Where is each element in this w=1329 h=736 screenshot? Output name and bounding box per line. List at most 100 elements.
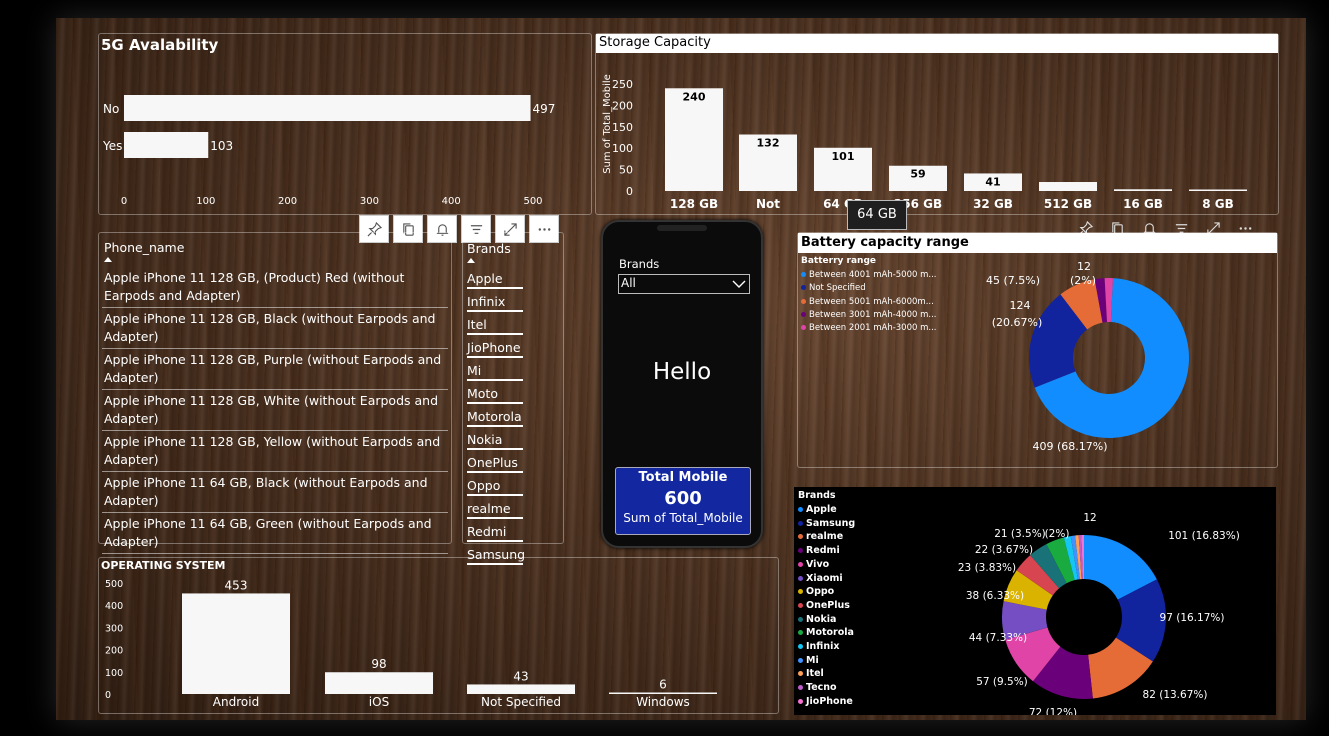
brands-legend-item[interactable]: JioPhone xyxy=(798,695,855,709)
brand-list-item[interactable]: Nokia xyxy=(467,431,523,450)
brands-legend-item[interactable]: Infinix xyxy=(798,640,855,654)
brands-legend-label: Redmi xyxy=(806,545,840,557)
fiveg-tick-label: 200 xyxy=(278,196,297,207)
more-options-button[interactable] xyxy=(529,215,559,243)
brands-legend-item[interactable]: Motorola xyxy=(798,626,855,640)
phone-list-item[interactable]: Apple iPhone 11 128 GB, Black (without E… xyxy=(102,308,448,349)
phone-list-header[interactable]: Phone_name xyxy=(104,240,185,255)
battery-title: Battery capacity range xyxy=(801,235,969,250)
phone-list-item[interactable]: Apple iPhone 11 64 GB, Green (without Ea… xyxy=(102,513,448,554)
brand-slicer-label: Brands xyxy=(619,257,660,271)
battery-legend-item[interactable]: Between 2001 mAh-3000 m... xyxy=(801,322,937,335)
fiveg-category-label: Yes xyxy=(102,139,122,153)
brand-list-header[interactable]: Brands xyxy=(467,241,511,256)
storage-panel[interactable]: Storage Capacity Sum of Total_Mobile 250 2… xyxy=(595,33,1279,215)
brand-list-item[interactable]: Mi xyxy=(467,362,523,381)
pin-icon xyxy=(367,221,382,236)
brands-legend-label: OnePlus xyxy=(806,599,850,611)
battery-legend-item[interactable]: Between 4001 mAh-5000 m... xyxy=(801,269,937,282)
battery-data-label: 12 xyxy=(1077,260,1091,273)
phone-list-item[interactable]: Apple iPhone 11 64 GB, Black (without Ea… xyxy=(102,472,448,513)
battery-slice xyxy=(1034,278,1189,438)
brand-list-item[interactable]: Apple xyxy=(467,270,523,289)
brands-legend-item[interactable]: Xiaomi xyxy=(798,572,855,586)
phone-list-item[interactable]: Apple iPhone 11 128 GB, Yellow (without … xyxy=(102,431,448,472)
storage-y-tick-label: 0 xyxy=(626,185,633,198)
brands-legend-label: Vivo xyxy=(806,558,830,570)
brands-legend-item[interactable]: Samsung xyxy=(798,517,855,531)
legend-dot-icon xyxy=(798,671,803,677)
filter-button[interactable] xyxy=(461,215,491,243)
alert-button[interactable] xyxy=(427,215,457,243)
brands-panel[interactable]: Brands Apple Samsung realme Redmi Vivo Xiaomi… xyxy=(794,487,1276,715)
copy-button[interactable] xyxy=(393,215,423,243)
brands-legend-item[interactable]: Mi xyxy=(798,654,855,668)
brands-legend-item[interactable]: Vivo xyxy=(798,558,855,572)
battery-legend-label: Not Specified xyxy=(809,283,866,294)
phone-list-item[interactable]: Apple iPhone 11 128 GB, (Product) Red (w… xyxy=(102,267,448,308)
fiveg-panel[interactable]: 5G Avalability No 497 Yes 103 0 100 200 300 400 5… xyxy=(98,33,592,215)
filter-button[interactable] xyxy=(1167,215,1195,241)
brand-list-item[interactable]: realme xyxy=(467,500,523,519)
brand-list-item[interactable]: Samsung xyxy=(467,546,525,565)
legend-dot-icon xyxy=(798,548,803,554)
filter-icon xyxy=(470,224,482,234)
brands-legend-item[interactable]: Oppo xyxy=(798,585,855,599)
pin-button[interactable] xyxy=(359,215,389,243)
chevron-down-icon xyxy=(732,280,746,288)
brand-list-item[interactable]: Oppo xyxy=(467,477,523,496)
phone-list-panel[interactable]: Phone_name Apple iPhone 11 128 GB, (Prod… xyxy=(98,232,452,554)
brand-list-item[interactable]: JioPhone xyxy=(467,339,523,358)
storage-tooltip: 64 GB xyxy=(847,200,907,230)
brands-slice xyxy=(1032,646,1093,699)
sort-ascending-icon xyxy=(467,258,475,263)
focus-mode-button[interactable] xyxy=(495,215,525,243)
brands-legend: Apple Samsung realme Redmi Vivo Xiaomi Oppo One… xyxy=(798,503,855,709)
battery-legend-item[interactable]: Between 5001 mAh-6000m... xyxy=(801,296,937,309)
brands-legend-item[interactable]: Itel xyxy=(798,667,855,681)
brand-list-item[interactable]: OnePlus xyxy=(467,454,523,473)
brands-slice xyxy=(1081,535,1084,580)
battery-legend-item[interactable]: Not Specified xyxy=(801,282,937,295)
brand-list-panel[interactable]: Brands Apple Infinix Itel JioPhone Mi Moto Mot… xyxy=(462,232,564,565)
storage-category-label: 512 GB xyxy=(1044,197,1092,211)
more-options-button[interactable] xyxy=(1231,215,1259,241)
brand-list-item[interactable]: Itel xyxy=(467,316,523,335)
os-panel[interactable]: OPERATING SYSTEM 500 400 300 200 100 0 453 Andr… xyxy=(98,557,779,714)
os-title: OPERATING SYSTEM xyxy=(101,559,226,572)
fiveg-bar xyxy=(124,132,209,158)
storage-bar xyxy=(964,173,1022,191)
storage-bar xyxy=(1189,189,1247,191)
phone-list-item[interactable]: Apple iPhone 11 128 GB, White (without E… xyxy=(102,390,448,431)
brand-list-item[interactable]: Moto xyxy=(467,385,523,404)
battery-legend-item[interactable]: Between 3001 mAh-4000 m... xyxy=(801,309,937,322)
brands-legend-label: Xiaomi xyxy=(806,572,843,584)
brands-legend-item[interactable]: Apple xyxy=(798,503,855,517)
brands-legend-label: Tecno xyxy=(806,682,837,694)
brand-list-item[interactable]: Motorola xyxy=(467,408,523,427)
battery-panel[interactable]: Battery capacity range Batterry range Be… xyxy=(797,232,1278,468)
phone-list-item[interactable]: Apple iPhone 11 128 GB, Purple (without … xyxy=(102,349,448,390)
brand-list-item[interactable]: Redmi xyxy=(467,523,523,542)
brand-list-item[interactable]: Infinix xyxy=(467,293,523,312)
phone-list-rows: Apple iPhone 11 128 GB, (Product) Red (w… xyxy=(102,267,448,554)
os-y-tick-label: 500 xyxy=(105,579,123,590)
brands-data-label: 21 (3.5%) xyxy=(994,528,1046,540)
brands-legend-item[interactable]: realme xyxy=(798,530,855,544)
os-y-tick-label: 0 xyxy=(105,690,111,701)
brand-slicer-dropdown[interactable]: All xyxy=(618,274,750,294)
brands-legend-item[interactable]: Tecno xyxy=(798,681,855,695)
storage-y-axis-label: Sum of Total_Mobile xyxy=(602,74,613,174)
brands-legend-item[interactable]: Nokia xyxy=(798,613,855,627)
brands-slice xyxy=(1115,579,1166,662)
brands-legend-item[interactable]: Redmi xyxy=(798,544,855,558)
brands-legend-item[interactable]: OnePlus xyxy=(798,599,855,613)
fiveg-tick-label: 500 xyxy=(523,196,542,207)
bell-icon xyxy=(435,223,449,236)
focus-mode-button[interactable] xyxy=(1199,215,1227,241)
brands-legend-label: Itel xyxy=(806,668,824,680)
os-bar xyxy=(467,684,575,694)
battery-slice xyxy=(1029,294,1088,388)
fiveg-category-label: No xyxy=(103,102,119,116)
fiveg-data-label: 497 xyxy=(533,102,556,116)
